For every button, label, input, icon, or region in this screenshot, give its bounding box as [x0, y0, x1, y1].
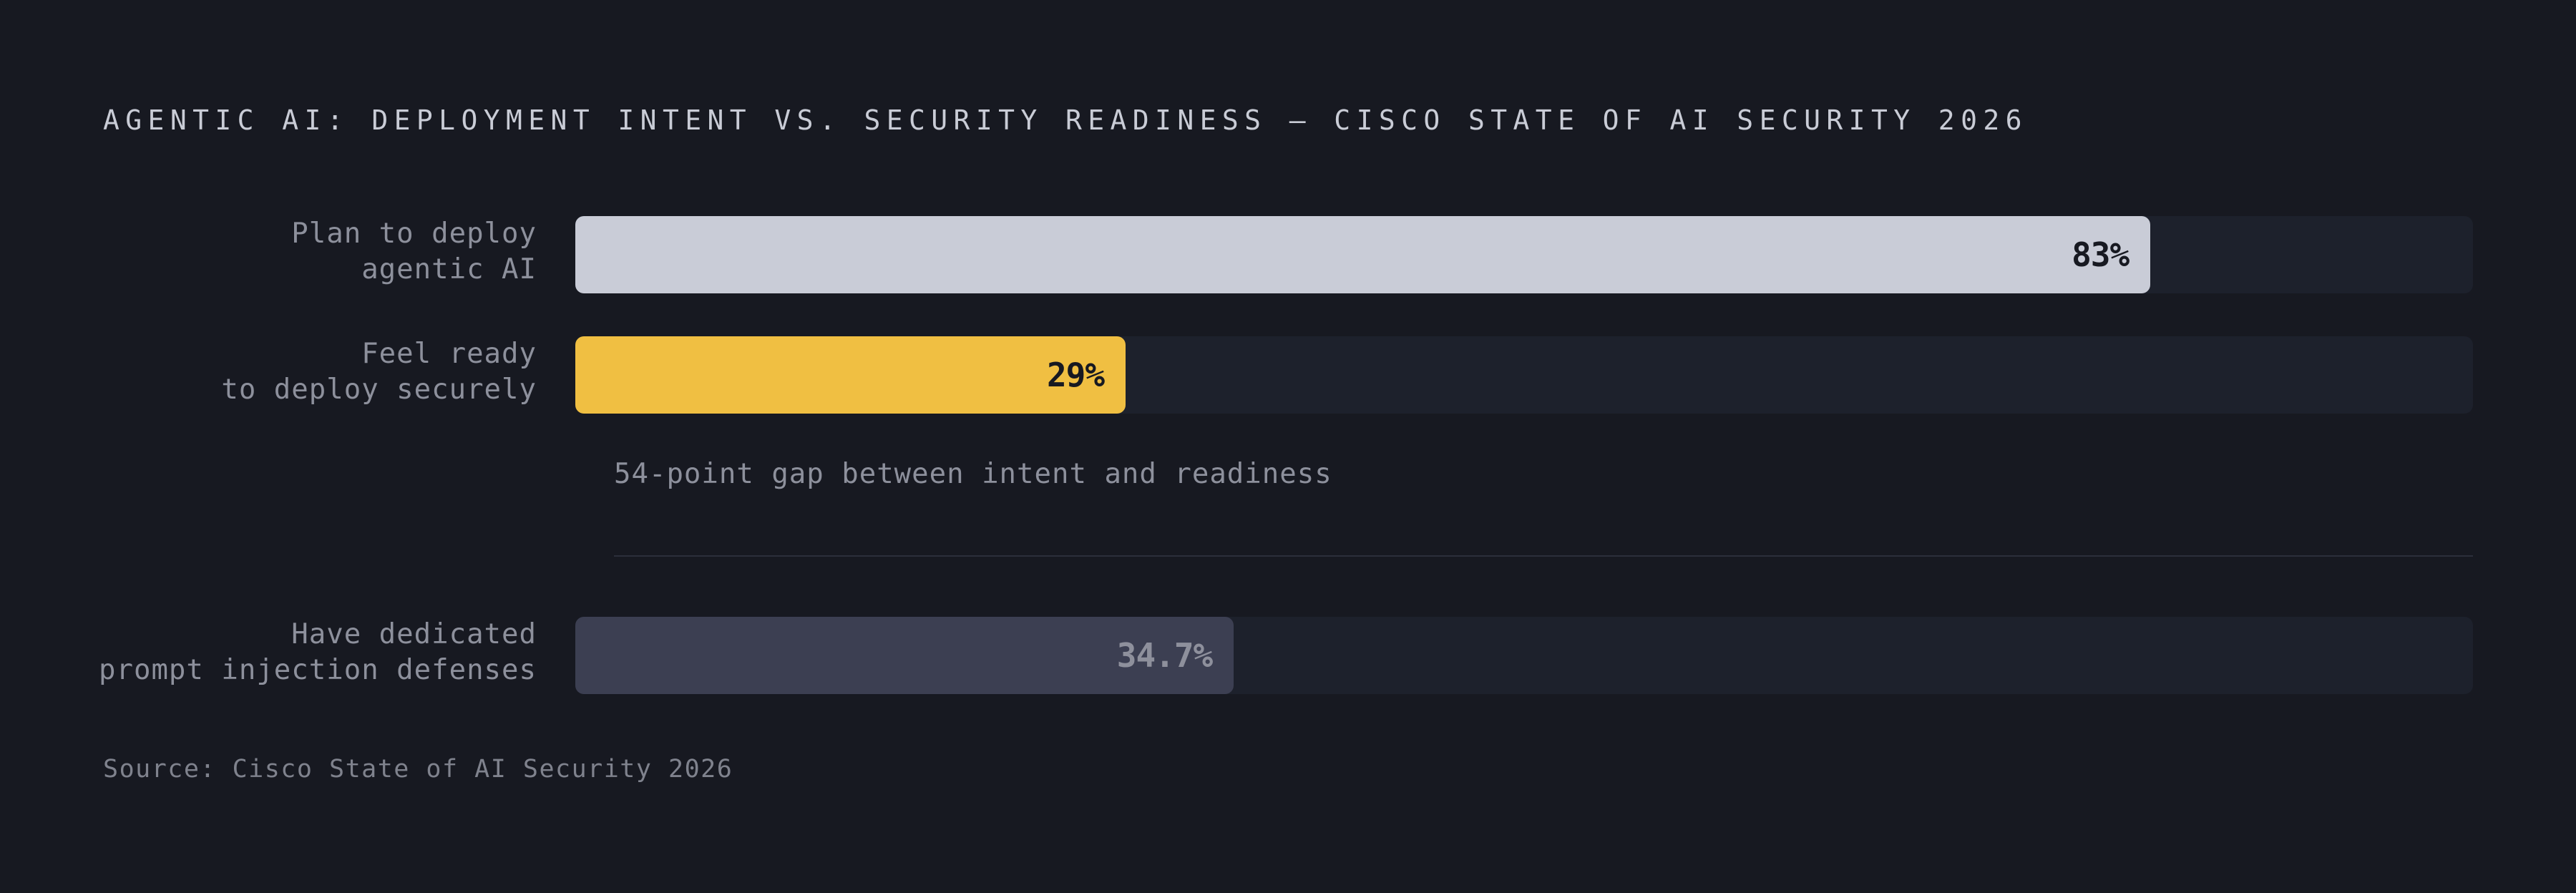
source-note: Source: Cisco State of AI Security 2026	[103, 755, 733, 784]
gap-annotation: 54-point gap between intent and readines…	[614, 458, 1332, 490]
bar-prompt-injection-defenses: 34.7%	[575, 617, 1234, 694]
bar-deploy-intent: 83%	[575, 216, 2151, 293]
bar-label-line: to deploy securely	[221, 374, 537, 406]
bar-value-deploy-intent: 83%	[2072, 235, 2129, 274]
bar-track-prompt-injection-defenses: 34.7%	[575, 617, 2473, 694]
bar-track-security-readiness: 29%	[575, 336, 2473, 414]
bar-label-line: prompt injection defenses	[99, 654, 537, 686]
bar-label-deploy-intent: Plan to deploy agentic AI	[36, 216, 537, 288]
bar-label-prompt-injection-defenses: Have dedicated prompt injection defenses	[36, 617, 537, 688]
bar-label-line: Feel ready	[361, 338, 537, 370]
bar-value-security-readiness: 29%	[1046, 356, 1105, 394]
bar-label-line: agentic AI	[361, 253, 537, 286]
bar-label-security-readiness: Feel ready to deploy securely	[36, 336, 537, 408]
chart-title: AGENTIC AI: DEPLOYMENT INTENT VS. SECURI…	[103, 104, 2028, 136]
bar-label-line: Have dedicated	[291, 618, 537, 650]
bar-track-deploy-intent: 83%	[575, 216, 2473, 293]
bar-label-line: Plan to deploy	[291, 218, 537, 250]
bar-value-prompt-injection-defenses: 34.7%	[1116, 636, 1213, 675]
bar-security-readiness: 29%	[575, 336, 1126, 414]
divider	[614, 555, 2473, 557]
